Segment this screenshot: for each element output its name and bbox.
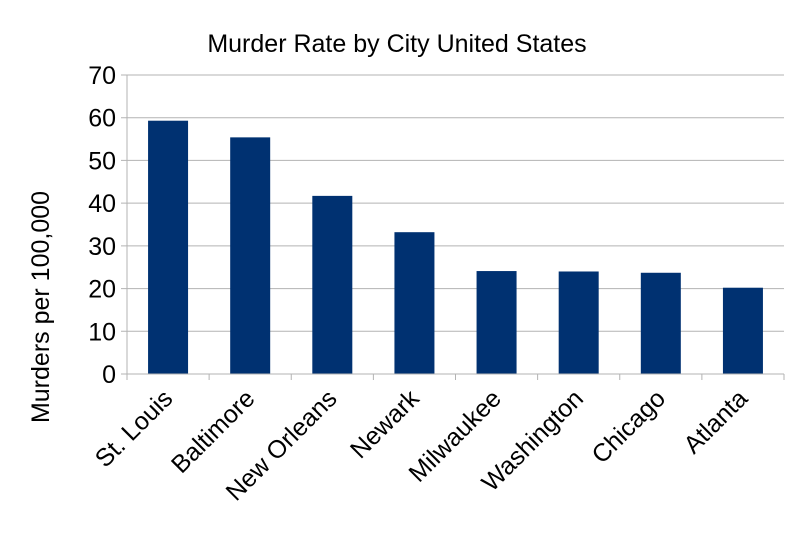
y-tick-label: 50 <box>88 147 116 175</box>
y-axis-label: Murders per 100,000 <box>27 191 55 423</box>
chart-title: Murder Rate by City United States <box>207 30 586 58</box>
y-tick-label: 60 <box>88 105 116 133</box>
bar <box>394 232 435 374</box>
y-tick-label: 0 <box>102 361 116 389</box>
gridlines <box>121 74 784 375</box>
bar <box>558 271 599 374</box>
y-tick-labels: 0 10 20 30 40 50 60 70 <box>88 62 116 389</box>
y-tick-label: 70 <box>88 62 116 90</box>
y-tick-label: 40 <box>88 190 116 218</box>
x-tick-label: St. Louis <box>90 384 179 473</box>
y-tick-label: 10 <box>88 318 116 346</box>
x-tick-label: Chicago <box>586 384 671 469</box>
bar <box>722 287 763 374</box>
bar <box>640 272 681 374</box>
bar <box>148 120 189 374</box>
bar <box>312 195 353 374</box>
bars <box>148 120 763 374</box>
y-tick-label: 20 <box>88 276 116 304</box>
axes <box>126 75 785 380</box>
bar <box>476 271 517 374</box>
x-tick-label: Newark <box>345 384 425 464</box>
x-tick-label: Atlanta <box>678 384 753 459</box>
y-tick-label: 30 <box>88 233 116 261</box>
bar <box>230 137 271 374</box>
